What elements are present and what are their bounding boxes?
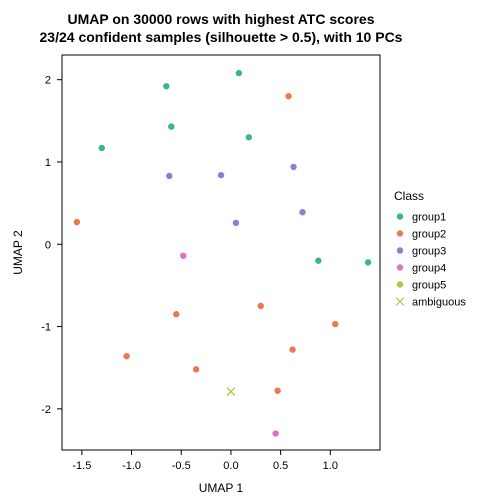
point-marker [173,311,179,317]
legend-item-label: group1 [412,212,446,224]
chart-title-line: 23/24 confident samples (silhouette > 0.… [40,29,403,45]
x-tick-label: -0.5 [172,460,191,472]
point-marker [168,123,174,129]
x-axis-label: UMAP 1 [199,481,244,495]
point-marker [397,264,403,270]
point-marker [258,303,264,309]
point-marker [236,70,242,76]
point-marker [397,230,403,236]
legend-item-label: ambiguous [412,297,466,309]
point-marker [233,220,239,226]
point-marker [246,134,252,140]
y-tick-label: -2 [41,404,51,416]
x-tick-label: 0.0 [223,460,238,472]
x-tick-label: -1.0 [122,460,141,472]
point-marker [180,253,186,259]
point-marker [123,353,129,359]
point-marker [193,366,199,372]
point-marker [299,209,305,215]
x-tick-label: 1.0 [323,460,338,472]
point-marker [166,173,172,179]
y-tick-label: 1 [45,157,51,169]
y-tick-label: -1 [41,322,51,334]
point-marker [218,172,224,178]
point-marker [274,388,280,394]
x-tick-label: 0.5 [273,460,288,472]
y-tick-label: 0 [45,239,51,251]
legend-item-label: group2 [412,229,446,241]
legend-item-label: group5 [412,280,446,292]
point-marker [163,83,169,89]
point-marker [272,430,278,436]
legend-item-label: group3 [412,246,446,258]
legend-item-label: group4 [412,263,446,275]
point-marker [365,259,371,265]
point-marker [397,213,403,219]
point-marker [285,93,291,99]
point-marker [289,346,295,352]
point-marker [74,219,80,225]
point-marker [332,321,338,327]
umap-scatter-chart: UMAP on 30000 rows with highest ATC scor… [0,0,504,504]
point-marker [290,164,296,170]
point-marker [397,281,403,287]
chart-title-line: UMAP on 30000 rows with highest ATC scor… [67,11,374,27]
point-marker [99,145,105,151]
y-tick-label: 2 [45,75,51,87]
x-tick-label: -1.5 [72,460,91,472]
legend-title: Class [394,189,424,203]
point-marker [315,258,321,264]
point-marker [397,247,403,253]
y-axis-label: UMAP 2 [11,230,25,275]
